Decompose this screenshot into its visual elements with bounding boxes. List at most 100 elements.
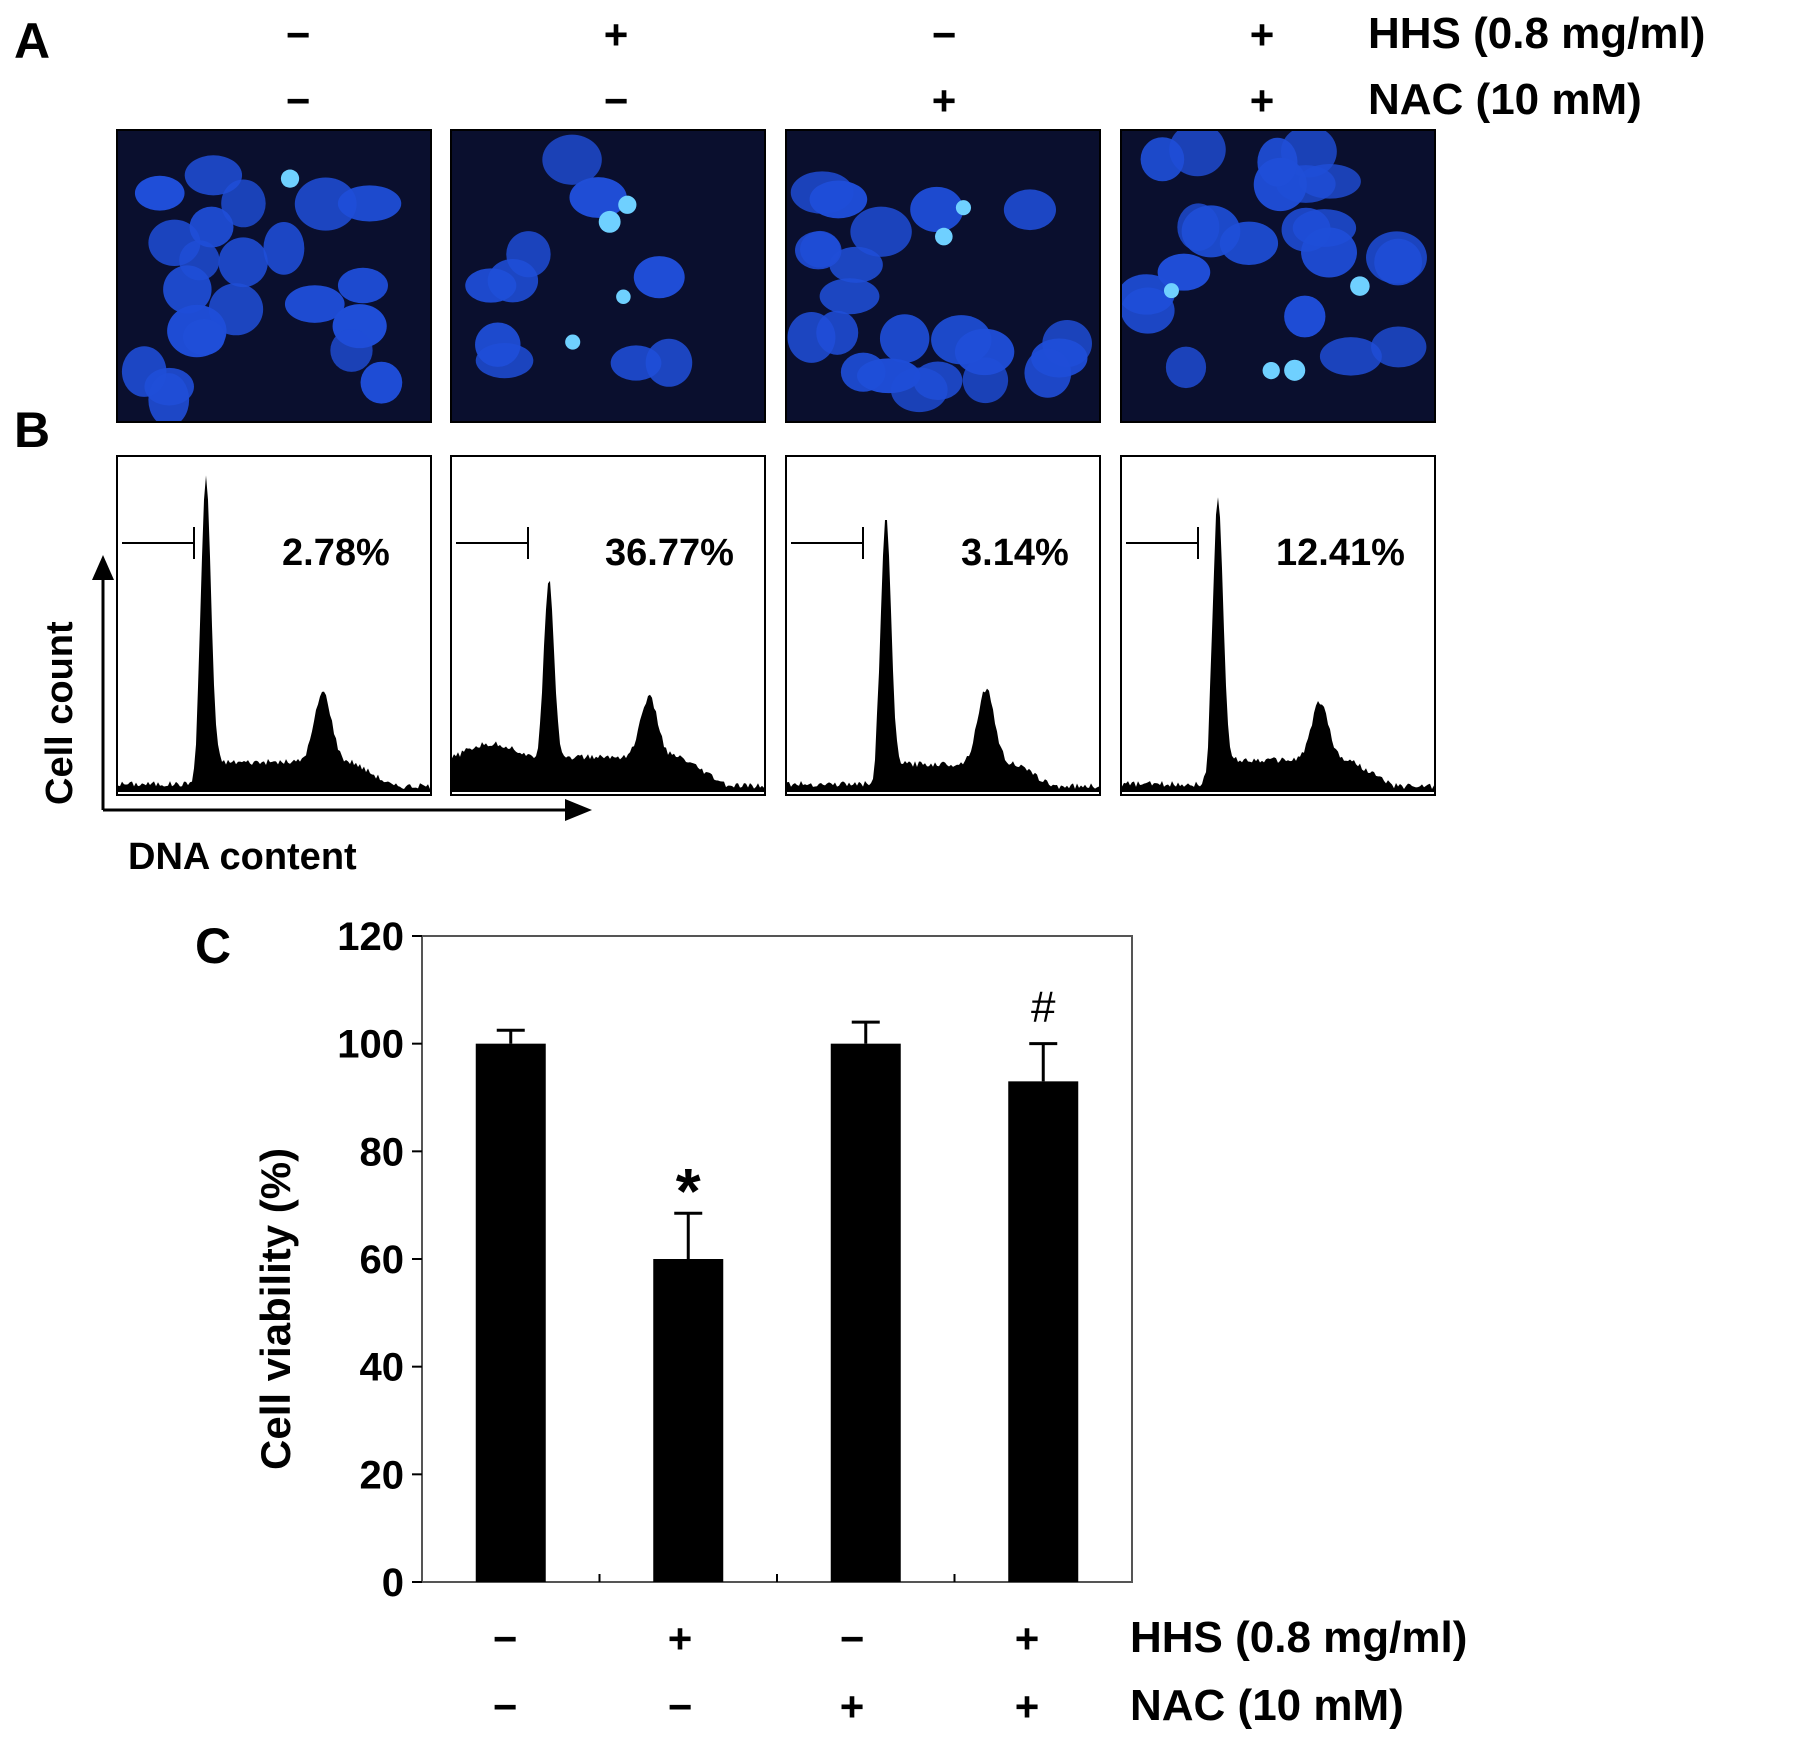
nac-sign-2: − (603, 77, 629, 124)
dna-histogram-4 (1120, 455, 1436, 796)
nac-sign-4: + (1249, 77, 1275, 124)
apoptotic-nucleus (1284, 359, 1306, 381)
nucleus (1181, 205, 1241, 258)
nac-sign-1: − (285, 77, 311, 124)
chart-nac-sign-2: − (667, 1683, 693, 1730)
apoptotic-nucleus (280, 169, 300, 188)
dna-histogram-3 (785, 455, 1101, 796)
nucleus (569, 177, 627, 218)
bar-4 (1008, 1081, 1079, 1582)
nucleus (1169, 131, 1226, 177)
x-arrow-icon (565, 799, 592, 821)
nucleus (284, 285, 345, 323)
y-tick-label: 40 (360, 1346, 405, 1390)
chart-nac-sign-1: − (492, 1683, 518, 1730)
nucleus (542, 134, 602, 185)
sub-g1-percentage-1: 2.78% (282, 532, 390, 574)
apoptotic-nucleus (616, 289, 631, 305)
nucleus (787, 311, 836, 363)
apoptotic-nucleus (1163, 283, 1179, 299)
hhs-sign-4: + (1249, 11, 1275, 58)
nucleus (179, 240, 220, 281)
y-tick-label: 120 (337, 920, 404, 959)
chart-hhs-sign-2: + (667, 1615, 693, 1662)
nucleus (1165, 346, 1207, 389)
nac-condition-label: NAC (10 mM) (1368, 75, 1642, 124)
micrograph-2 (450, 129, 766, 423)
x-axis-label-dna-content: DNA content (128, 836, 357, 878)
chart-y-axis-label: Cell viability (%) (252, 1147, 299, 1470)
nucleus (294, 177, 357, 231)
sub-g1-percentage-2: 36.77% (605, 532, 734, 574)
y-tick-label: 100 (337, 1023, 404, 1067)
hhs-sign-3: − (931, 11, 957, 58)
y-tick-label: 20 (360, 1453, 405, 1497)
significance-hash: # (1031, 983, 1056, 1032)
nucleus (1371, 326, 1427, 368)
nucleus (475, 322, 521, 367)
nucleus (890, 367, 948, 413)
hhs-sign-1: − (285, 11, 311, 58)
chart-nac-condition-label: NAC (10 mM) (1130, 1681, 1404, 1730)
nucleus (1122, 287, 1175, 334)
nucleus (800, 230, 841, 268)
histogram-axes (92, 555, 592, 821)
nucleus (1319, 337, 1382, 376)
nucleus (337, 185, 402, 222)
bar-2 (653, 1259, 724, 1582)
nucleus (218, 237, 268, 288)
y-tick-label: 80 (360, 1130, 405, 1174)
panel-label-b: B (14, 402, 51, 458)
panel-label-a: A (14, 13, 51, 69)
nucleus (184, 155, 243, 196)
sub-g1-percentage-4: 12.41% (1276, 532, 1405, 574)
chart-hhs-condition-label: HHS (0.8 mg/ml) (1130, 1613, 1468, 1662)
y-axis-label-cell-count: Cell count (39, 621, 81, 805)
nucleus (809, 180, 868, 219)
chart-hhs-sign-3: − (839, 1615, 865, 1662)
apoptotic-nucleus (955, 200, 972, 216)
nucleus (1024, 348, 1072, 398)
dna-histogram-curve (452, 580, 764, 792)
apoptotic-nucleus (1350, 276, 1370, 296)
nucleus (189, 206, 234, 248)
apoptotic-nucleus (1262, 361, 1280, 380)
significance-asterisk: * (676, 1155, 701, 1227)
hhs-condition-label: HHS (0.8 mg/ml) (1368, 9, 1706, 58)
nucleus (263, 221, 305, 275)
nucleus (633, 256, 685, 299)
apoptotic-nucleus (935, 227, 953, 246)
y-tick-label: 60 (360, 1238, 405, 1282)
nac-sign-3: + (931, 77, 957, 124)
apoptotic-nucleus (618, 195, 637, 214)
cell-viability-chart: 0 20 40 60 80 100 120 * # (337, 920, 1133, 1600)
chart-hhs-sign-1: − (492, 1615, 518, 1662)
nucleus (850, 206, 912, 257)
dna-histogram-1 (116, 455, 432, 796)
apoptotic-nucleus (565, 334, 581, 350)
nucleus (1157, 253, 1211, 291)
apoptotic-nucleus (598, 210, 621, 233)
nucleus (610, 345, 662, 381)
nucleus (1284, 295, 1326, 338)
micrograph-1 (116, 129, 432, 423)
micrograph-4 (1120, 129, 1436, 423)
panel-label-c: C (195, 918, 232, 974)
nucleus (360, 361, 403, 404)
nucleus (330, 329, 373, 372)
nucleus (840, 352, 886, 392)
nucleus (1257, 137, 1298, 187)
nucleus (1003, 189, 1057, 231)
nucleus (1292, 209, 1357, 247)
hhs-sign-2: + (603, 11, 629, 58)
nucleus (337, 267, 388, 304)
nucleus (487, 258, 539, 303)
bar-1 (475, 1043, 546, 1582)
nucleus (819, 278, 880, 315)
sub-g1-percentage-3: 3.14% (961, 532, 1069, 574)
y-arrow-icon (92, 555, 114, 580)
dna-histogram-2 (450, 455, 766, 796)
nucleus (879, 314, 930, 363)
nucleus (954, 328, 1015, 376)
chart-hhs-sign-4: + (1014, 1615, 1040, 1662)
